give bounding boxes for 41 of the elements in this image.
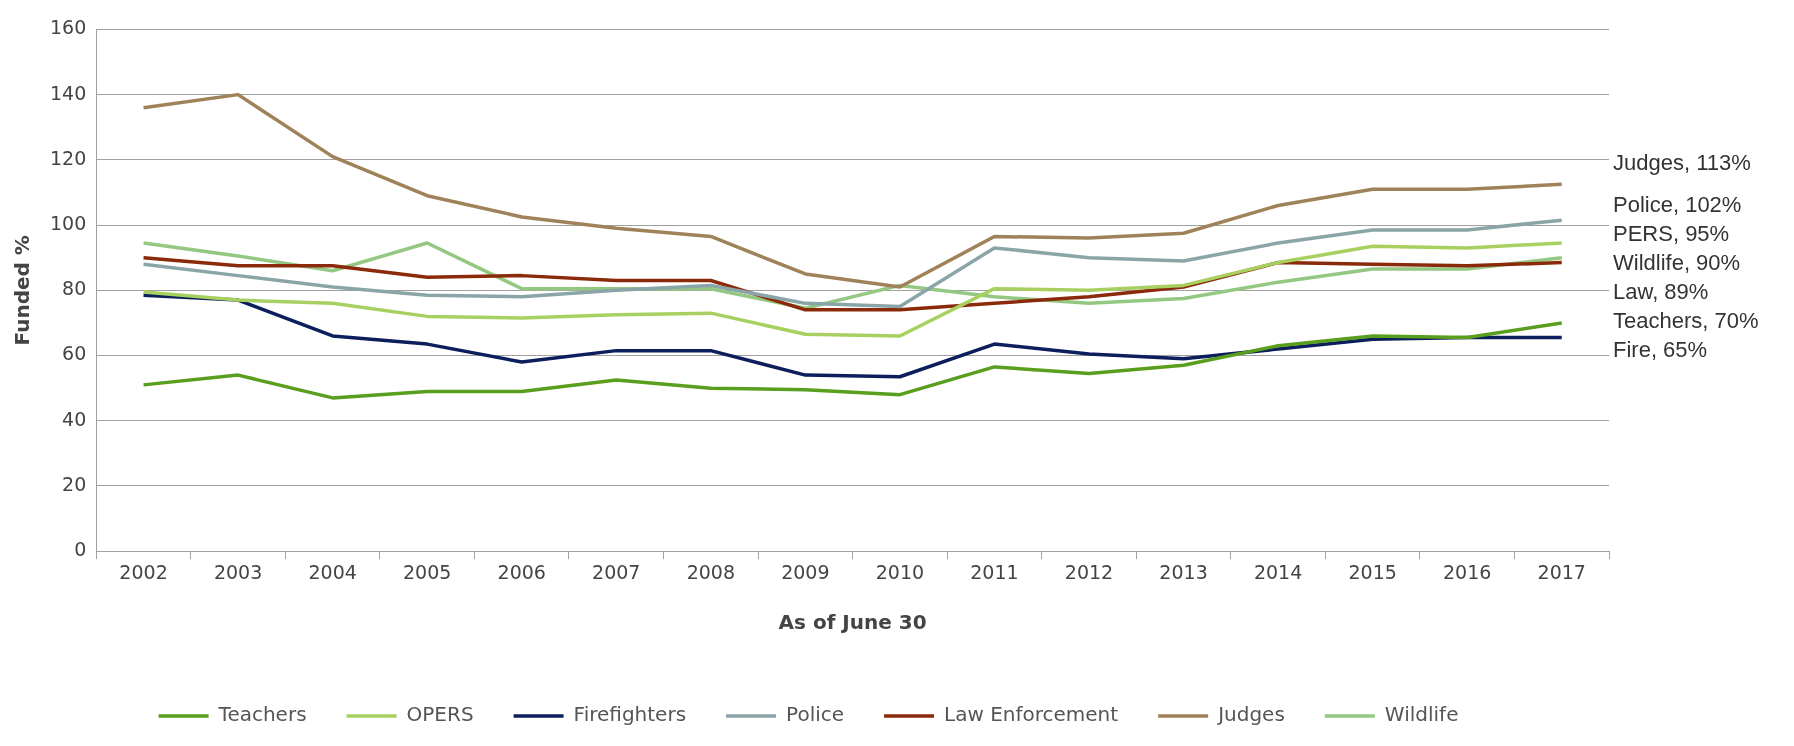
x-tick-label: 2006 bbox=[497, 560, 546, 583]
y-tick-label: 160 bbox=[50, 16, 87, 39]
legend-label: Teachers bbox=[217, 702, 307, 727]
text: Teachers, 70% bbox=[1613, 308, 1759, 334]
x-tick-label: 2013 bbox=[1159, 560, 1208, 583]
x-tick-label: 2016 bbox=[1443, 560, 1492, 583]
x-tick-label: 2010 bbox=[875, 560, 925, 583]
text: Judges, 113% bbox=[1613, 150, 1751, 176]
x-tick-label: 2007 bbox=[592, 560, 641, 583]
y-axis-title: Funded % bbox=[10, 235, 35, 346]
y-tick-label: 80 bbox=[62, 277, 87, 300]
y-tick-label: 0 bbox=[74, 538, 87, 561]
legend-label: Police bbox=[786, 702, 845, 727]
x-tick-label: 2004 bbox=[308, 560, 357, 583]
x-tick-label: 2011 bbox=[970, 560, 1019, 583]
legend-label: Judges bbox=[1216, 702, 1285, 727]
y-tick-label: 120 bbox=[50, 146, 87, 169]
legend-label: Wildlife bbox=[1384, 702, 1459, 727]
text: PERS, 95% bbox=[1613, 221, 1730, 247]
y-tick-label: 20 bbox=[62, 472, 87, 495]
x-tick-label: 2005 bbox=[403, 560, 452, 583]
y-tick-label: 60 bbox=[62, 342, 87, 365]
y-tick-label: 40 bbox=[62, 407, 87, 430]
text: Fire, 65% bbox=[1613, 337, 1708, 363]
x-tick-label: 2017 bbox=[1537, 560, 1586, 583]
y-tick-label: 100 bbox=[50, 212, 87, 235]
x-axis-title: As of June 30 bbox=[778, 610, 927, 635]
x-tick-label: 2014 bbox=[1253, 560, 1303, 583]
text: Wildlife, 90% bbox=[1613, 250, 1741, 276]
x-tick-label: 2012 bbox=[1064, 560, 1114, 583]
legend-label: Firefighters bbox=[573, 702, 687, 727]
x-tick-label: 2015 bbox=[1348, 560, 1397, 583]
text: Police, 102% bbox=[1613, 192, 1742, 218]
legend-label: Law Enforcement bbox=[944, 702, 1119, 727]
x-tick-label: 2002 bbox=[119, 560, 168, 583]
x-tick-label: 2008 bbox=[686, 560, 735, 583]
x-tick-label: 2003 bbox=[213, 560, 263, 583]
legend-label: OPERS bbox=[406, 702, 474, 727]
y-tick-label: 140 bbox=[50, 81, 87, 104]
text: Law, 89% bbox=[1613, 279, 1709, 305]
x-tick-label: 2009 bbox=[781, 560, 830, 583]
